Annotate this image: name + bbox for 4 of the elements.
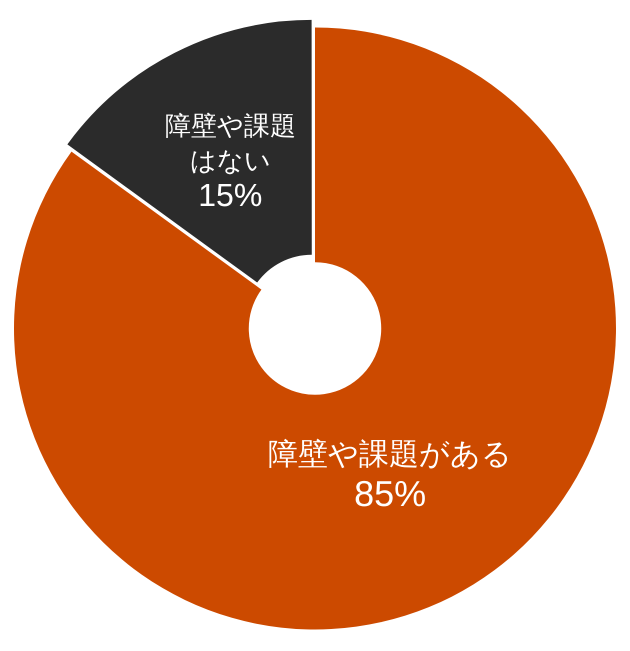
data-label: 85%: [354, 473, 426, 514]
slice-label: 障壁や課題がある: [268, 438, 512, 472]
slice-label: 障壁や課題はない: [164, 110, 296, 176]
data-label: 15%: [198, 177, 262, 214]
